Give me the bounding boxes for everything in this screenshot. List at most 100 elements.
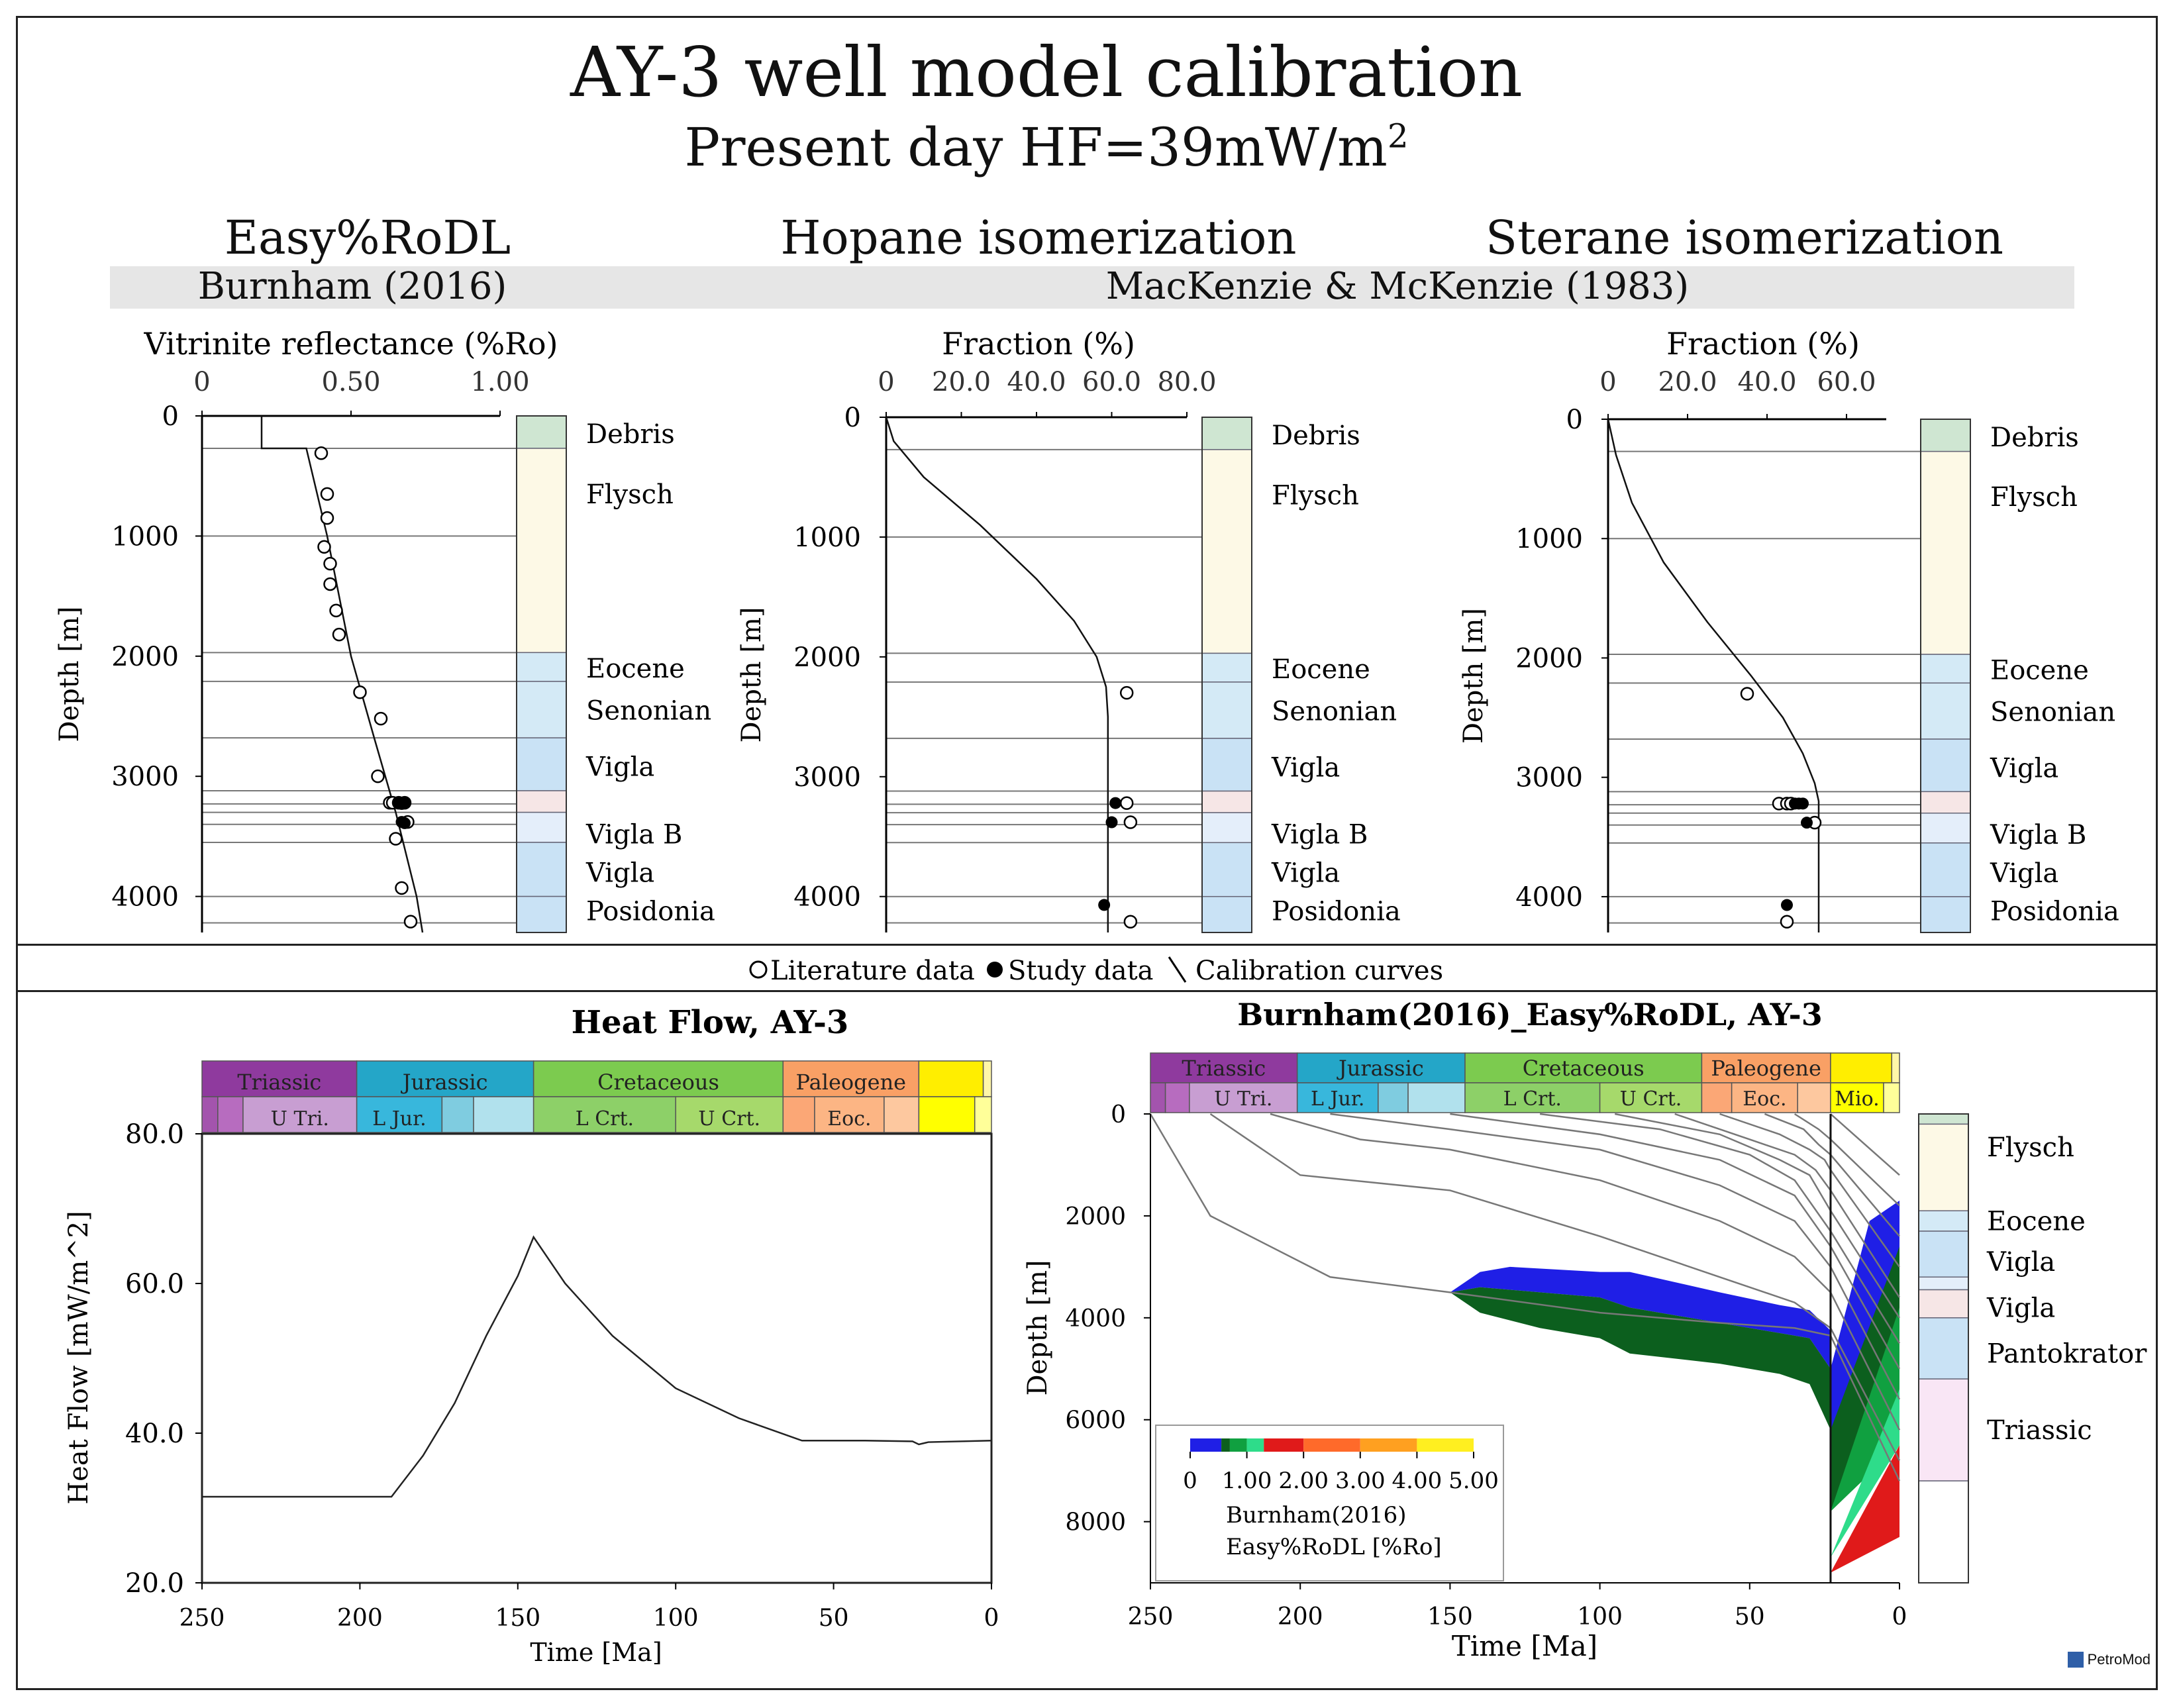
colorbar-segment <box>1221 1438 1230 1452</box>
literature-point <box>323 556 337 571</box>
y-tick-label: 2000 <box>1515 643 1583 674</box>
epoch-cell <box>1599 1082 1703 1113</box>
epoch-cell <box>532 1096 676 1133</box>
epoch-cell <box>814 1096 885 1133</box>
y-tick-label: 1000 <box>1515 524 1583 554</box>
epoch-label: Mio. <box>1835 1087 1879 1111</box>
y-tick-label: 4000 <box>1065 1305 1126 1332</box>
strat-column <box>1201 417 1252 933</box>
period-label: Triassic <box>1182 1056 1266 1081</box>
y-tick-label: 0 <box>1566 405 1583 435</box>
strat-layer <box>1920 791 1971 814</box>
strat-label: Vigla <box>1986 1247 2055 1278</box>
x-tick-label: 50 <box>819 1605 849 1632</box>
x-tick-label: 250 <box>1128 1603 1174 1631</box>
x-tick-label: 60.0 <box>1082 367 1141 397</box>
strat-label: Flysch <box>1272 481 1359 511</box>
y-tick-label: 3000 <box>1515 763 1583 793</box>
y-tick-label: 2000 <box>793 642 861 673</box>
strat-label: Senonian <box>1990 697 2115 728</box>
strat-label: Vigla <box>585 752 654 783</box>
x-tick-label: 50 <box>1735 1603 1765 1631</box>
x-tick-label: 60.0 <box>1817 367 1876 397</box>
strat-label: Senonian <box>1272 696 1397 727</box>
colorbar-tick-label: 4.00 <box>1392 1468 1443 1494</box>
strat-label: Pantokrator <box>1987 1339 2147 1370</box>
epoch-cell <box>1189 1082 1298 1113</box>
colorbar-tick-label: 2.00 <box>1278 1468 1329 1494</box>
strat-label: Flysch <box>1987 1132 2074 1163</box>
strat-label: Flysch <box>586 479 674 510</box>
literature-point <box>320 487 334 501</box>
burial-line <box>1674 1113 1901 1298</box>
axis-title: Vitrinite reflectance (%Ro) <box>144 326 558 362</box>
burial-line <box>1830 1113 1900 1176</box>
strat-label: Triassic <box>1987 1415 2092 1446</box>
epoch-cell <box>1407 1082 1466 1113</box>
study-point <box>1797 797 1809 810</box>
maturity-zone <box>1450 1246 1899 1512</box>
strat-layer <box>1201 449 1252 654</box>
x-tick-label: 250 <box>179 1605 225 1632</box>
strat-label: Vigla <box>1990 753 2058 783</box>
literature-point <box>389 832 403 846</box>
study-point <box>1105 816 1118 829</box>
strat-label: Flysch <box>1990 482 2078 513</box>
strat-column <box>1918 1113 1969 1583</box>
colorbar-label: Burnham(2016) <box>1226 1502 1407 1529</box>
y-tick-label: 0 <box>844 403 861 433</box>
literature-point <box>371 769 385 783</box>
colorbar-tick-label: 3.00 <box>1335 1468 1386 1494</box>
strat-label: Vigla B <box>1271 820 1368 850</box>
epoch-label: U Crt. <box>698 1107 760 1130</box>
burial-line <box>1719 1113 1901 1268</box>
study-point <box>399 797 411 809</box>
literature-point <box>1123 915 1138 929</box>
strat-layer <box>1920 419 1971 452</box>
literature-point <box>353 685 367 699</box>
panel3-title: Sterane isomerization <box>1486 211 2003 265</box>
epoch-cell <box>1164 1082 1190 1113</box>
epoch-cell <box>217 1096 244 1133</box>
calibration-curve <box>1607 419 1820 932</box>
divider-top <box>16 944 2158 946</box>
y-axis-label: Depth [m] <box>1458 608 1489 744</box>
strat-label: Posidonia <box>1990 897 2119 927</box>
y-tick-label: 4000 <box>1515 882 1583 913</box>
period-cell <box>918 1060 984 1097</box>
panel1-reference: Burnham (2016) <box>197 265 507 308</box>
x-tick-label: 80.0 <box>1157 367 1216 397</box>
study-point <box>1781 899 1793 911</box>
y-tick-label: 4000 <box>793 882 861 913</box>
epoch-cell <box>675 1096 784 1133</box>
x-tick-label: 40.0 <box>1737 367 1796 397</box>
y-tick-label: 1000 <box>111 521 179 552</box>
panel2-title: Hopane isomerization <box>780 211 1297 265</box>
strat-label: Vigla <box>585 858 654 888</box>
legend-curve-marker <box>1168 956 1187 983</box>
axis-title: Fraction (%) <box>1666 326 1860 362</box>
epoch-label: L Jur. <box>1311 1087 1364 1111</box>
literature-point <box>1740 687 1754 701</box>
legend-literature-label: Literature data <box>770 956 975 986</box>
x-tick-label: 40.0 <box>1007 367 1066 397</box>
strat-column <box>1920 419 1971 933</box>
colorbar-label: Easy%RoDL [%Ro] <box>1226 1534 1442 1560</box>
period-label: Jurassic <box>401 1070 488 1095</box>
y-tick-label: 20.0 <box>125 1568 184 1599</box>
period-label: Triassic <box>237 1070 321 1095</box>
strat-label: Eocene <box>1272 654 1370 685</box>
colorbar-segment <box>1360 1438 1417 1452</box>
strat-layer <box>1201 895 1252 933</box>
epoch-cell <box>918 1096 976 1133</box>
maturity-zone <box>1830 1445 1899 1573</box>
epoch-label: L Crt. <box>1503 1087 1562 1111</box>
y-tick-label: 60.0 <box>125 1269 184 1299</box>
y-tick-label: 0 <box>1111 1101 1126 1129</box>
x-tick-label: 100 <box>1577 1603 1623 1631</box>
strat-layer <box>1201 842 1252 897</box>
petromod-logo-text: PetroMod <box>2087 1651 2151 1668</box>
petromod-logo-icon <box>2067 1652 2084 1668</box>
legend-literature-marker <box>749 960 768 979</box>
